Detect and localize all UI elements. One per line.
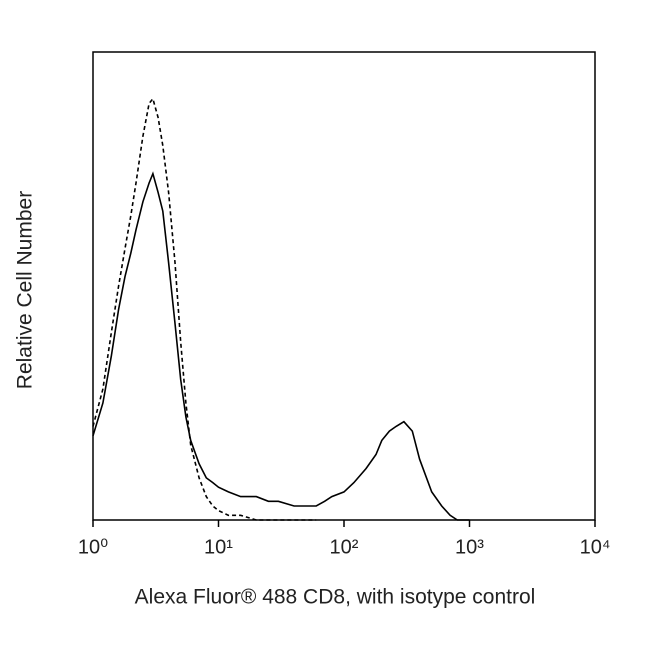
x-axis-label: Alexa Fluor® 488 CD8, with isotype contr… <box>135 586 536 609</box>
y-axis-label: Relative Cell Number <box>14 191 37 389</box>
plot-frame <box>92 51 596 521</box>
x-tick-label: 10⁰ <box>78 536 108 558</box>
histogram-line <box>92 97 317 521</box>
histogram-line <box>92 171 470 521</box>
x-tick-label: 10³ <box>455 536 484 558</box>
x-tick-label: 10² <box>330 536 359 558</box>
x-tick-label: 10⁴ <box>580 536 611 558</box>
x-tick-label: 10¹ <box>204 536 233 558</box>
